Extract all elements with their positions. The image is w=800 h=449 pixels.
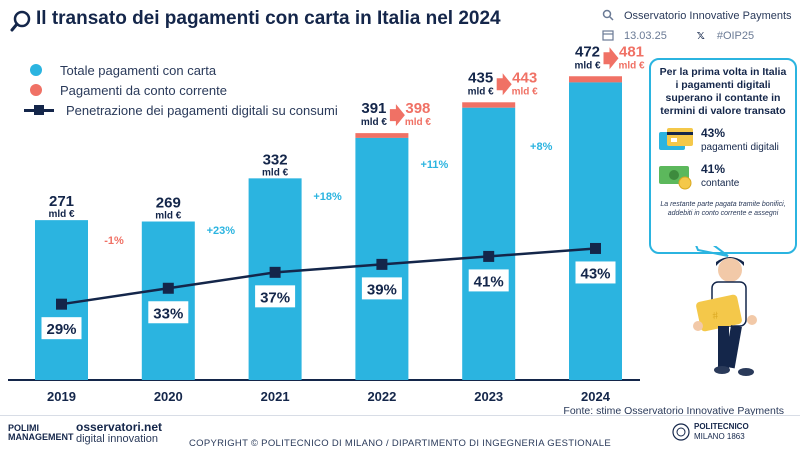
bar-conto-2023	[462, 102, 516, 108]
penetration-label-box-2019	[41, 317, 82, 340]
x-tick-label-2023: 2023	[474, 389, 503, 404]
unit-label-2020: mld €	[155, 211, 182, 222]
bar-carta-2023	[462, 107, 516, 380]
stat-digital-label: pagamenti digitali	[701, 141, 779, 153]
legend-label-penetrazione: Penetrazione dei pagamenti digitali su c…	[66, 102, 338, 118]
conto-value-label-2023: 443	[512, 69, 537, 86]
page-title: Il transato dei pagamenti con carta in I…	[36, 8, 501, 29]
footer: POLIMI MANAGEMENT osservatori.net digita…	[0, 415, 800, 449]
penetration-marker-2024	[590, 242, 601, 254]
growth-label-2021: +23%	[207, 225, 236, 237]
penetration-label-2019: 29%	[46, 321, 76, 338]
penetration-label-box-2021	[255, 285, 296, 308]
stat-cash-label: contante	[701, 177, 740, 189]
conto-unit-label-2023: mld €	[512, 86, 539, 97]
value-label-2021: 332	[263, 151, 288, 168]
unit-label-2019: mld €	[48, 209, 75, 220]
conto-value-label-2022: 398	[405, 100, 430, 117]
callout-note: La restante parte pagata tramite bonific…	[660, 201, 786, 217]
callout-box: Per la prima volta in Italia i pagamenti…	[649, 58, 797, 254]
unit-label-2021: mld €	[262, 167, 289, 178]
stat-digital: 43% pagamenti digitali	[657, 126, 795, 154]
penetration-label-box-2023	[468, 269, 509, 292]
bar-carta-2020	[141, 221, 195, 380]
chart-legend: Totale pagamenti con carta Pagamenti da …	[24, 60, 338, 120]
growth-label-2020: -1%	[104, 235, 124, 247]
person-with-card-illustration: #	[693, 246, 757, 376]
x-logo-icon: 𝕏	[696, 30, 705, 42]
search-icon	[10, 10, 31, 32]
legend-swatch-carta	[30, 64, 42, 76]
penetration-marker-2021	[269, 266, 281, 278]
unit-label-2022: mld €	[361, 117, 388, 128]
x-tick-label-2024: 2024	[581, 389, 611, 404]
stat-digital-pct: 43%	[701, 125, 726, 140]
conto-unit-label-2024: mld €	[618, 60, 645, 71]
x-tick-label-2022: 2022	[367, 389, 396, 404]
penetration-label-2024: 43%	[580, 265, 610, 282]
unit-label-2024: mld €	[574, 60, 601, 71]
osservatori-logo: osservatori.net digital innovation	[76, 420, 163, 445]
penetration-label-box-2020	[148, 301, 189, 324]
unit-label-2023: mld €	[468, 86, 495, 97]
penetration-label-2021: 37%	[260, 289, 290, 306]
magnifier-icon	[600, 9, 616, 24]
bar-conto-2024	[569, 76, 622, 83]
hashtag: #OIP25	[716, 30, 755, 42]
growth-label-2024: +8%	[530, 141, 553, 153]
bar-conto-2022	[355, 133, 409, 138]
value-label-2023: 435	[468, 69, 493, 86]
polimi-management-logo: POLIMI MANAGEMENT	[8, 423, 74, 442]
penetration-label-box-2022	[361, 277, 402, 300]
politecnico-logo: POLITECNICO MILANO 1863	[672, 422, 749, 442]
x-tick-label-2021: 2021	[261, 389, 290, 404]
calendar-icon	[600, 29, 616, 44]
arrow-icon-2024	[603, 47, 619, 70]
penetration-label-2023: 41%	[474, 273, 504, 290]
x-tick-label-2019: 2019	[47, 389, 76, 404]
bar-carta-2024	[569, 82, 622, 381]
arrow-icon-2023	[496, 73, 512, 96]
cash-icon	[659, 166, 692, 190]
legend-label-carta: Totale pagamenti con carta	[60, 62, 217, 78]
value-label-2022: 391	[361, 100, 386, 117]
penetration-line	[61, 247, 596, 306]
observatory-name: Osservatorio Innovative Payments	[624, 10, 792, 22]
politecnico-seal-icon	[672, 423, 690, 441]
conto-unit-label-2022: mld €	[405, 117, 432, 128]
value-label-2020: 269	[156, 195, 181, 212]
chart-source: Fonte: stime Osservatorio Innovative Pay…	[563, 405, 784, 417]
value-label-2024: 472	[575, 43, 600, 60]
value-label-2019: 271	[49, 193, 74, 210]
legend-swatch-conto	[30, 84, 42, 96]
legend-item-penetrazione: Penetrazione dei pagamenti digitali su c…	[24, 100, 338, 120]
legend-item-carta: Totale pagamenti con carta	[24, 60, 338, 80]
legend-swatch-penetrazione	[24, 104, 54, 115]
penetration-marker-2020	[162, 282, 174, 294]
growth-label-2023: +11%	[420, 159, 448, 171]
penetration-marker-2022	[376, 258, 388, 270]
arrow-icon-2022	[389, 104, 405, 127]
bar-carta-2021	[248, 178, 302, 380]
conto-value-label-2024: 481	[619, 43, 644, 60]
x-tick-label-2020: 2020	[154, 389, 183, 404]
svg-text:#: #	[712, 310, 720, 322]
stat-cash-pct: 41%	[701, 161, 726, 176]
meta-info: Osservatorio Innovative Payments 13.03.2…	[600, 8, 792, 48]
growth-label-2022: +18%	[313, 191, 342, 203]
legend-item-conto: Pagamenti da conto corrente	[24, 80, 338, 100]
credit-card-icon	[659, 128, 693, 150]
event-date: 13.03.25	[624, 30, 667, 42]
callout-title: Per la prima volta in Italia i pagamenti…	[659, 66, 787, 117]
penetration-label-2020: 33%	[153, 305, 183, 322]
stat-cash: 41% contante	[657, 162, 795, 190]
penetration-label-box-2024	[575, 261, 616, 284]
penetration-marker-2023	[483, 250, 495, 262]
legend-label-conto: Pagamenti da conto corrente	[60, 82, 227, 98]
copyright: COPYRIGHT © POLITECNICO DI MILANO / DIPA…	[189, 438, 611, 449]
penetration-label-2022: 39%	[367, 281, 397, 298]
penetration-marker-2019	[56, 298, 67, 310]
